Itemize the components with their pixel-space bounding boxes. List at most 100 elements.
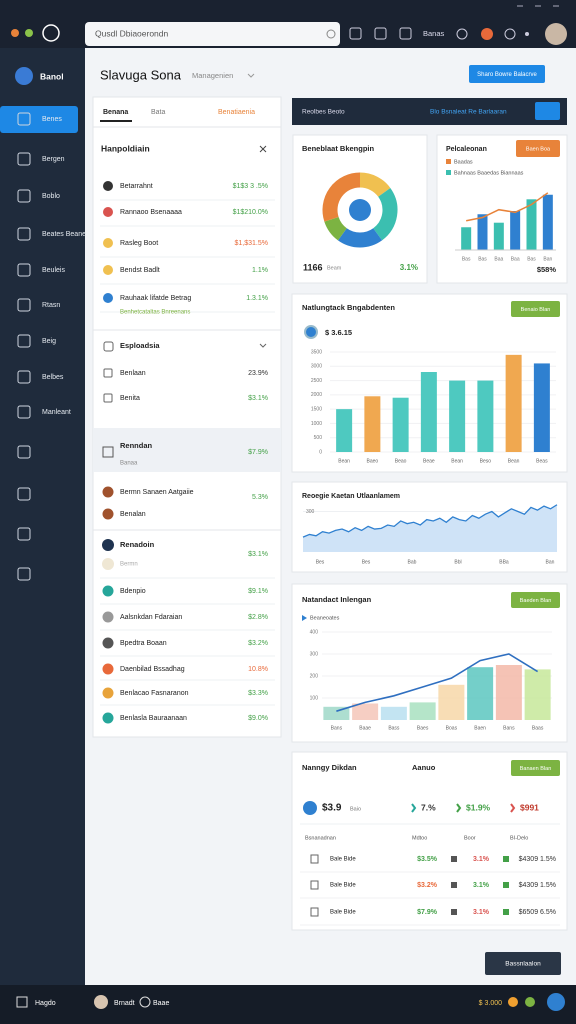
nav-item[interactable]: Beig [42, 338, 56, 345]
table-header: Mdtoo [412, 835, 427, 841]
menu-icon [525, 32, 529, 36]
nav-item[interactable]: Beates Beane [42, 231, 86, 238]
x-tick-label: Bean [338, 458, 350, 464]
toolbar-icon[interactable] [399, 27, 412, 40]
item-icon [102, 687, 114, 699]
label: 3.1% [400, 263, 418, 272]
window-dot [25, 29, 33, 37]
metric: $ 3.6.15 [325, 328, 352, 337]
tab[interactable]: Benatiaenia [218, 109, 255, 116]
item-label: Benlaan [120, 370, 146, 377]
x-tick-label: BBa [499, 559, 509, 565]
item-label: Daenbilad Bssadhag [120, 666, 185, 673]
item-icon [102, 446, 114, 458]
item-label: Bpedtra Boaan [120, 640, 167, 647]
x-tick-label: Baes [417, 725, 429, 731]
x-tick-label: Beas [536, 458, 548, 464]
button[interactable] [511, 592, 560, 608]
table-cell: 3.1% [473, 909, 490, 916]
link[interactable]: Blo Bsnaleat Re Barlaaran [430, 109, 507, 116]
bar [323, 706, 350, 720]
nav-icon [17, 112, 31, 126]
bar [505, 354, 522, 452]
balance: $ 3.000 [479, 1000, 502, 1007]
bar [449, 380, 466, 452]
chevron [259, 343, 267, 348]
stat-icon [411, 803, 417, 813]
button[interactable] [516, 140, 560, 157]
toolbar-icon[interactable] [349, 27, 362, 40]
button[interactable] [485, 952, 561, 975]
nav-icon [17, 370, 31, 384]
item-value: $2.8% [248, 614, 268, 621]
status-icon [525, 997, 535, 1007]
label: Reolbes Beoto [302, 109, 345, 116]
status-icon [139, 996, 151, 1008]
button[interactable] [511, 301, 560, 317]
nav-item[interactable]: Manleant [42, 409, 71, 416]
x-tick-label: Baae [359, 725, 371, 731]
row-icon [310, 880, 319, 890]
item-icon [102, 585, 114, 597]
dropdown[interactable]: Managenien [192, 71, 233, 80]
button[interactable] [511, 760, 560, 776]
app-icon [16, 996, 28, 1008]
item-icon [103, 393, 113, 403]
nav-item[interactable]: Boblo [42, 193, 60, 200]
tab[interactable]: Benana [103, 109, 128, 116]
nav-icon[interactable] [17, 567, 31, 581]
y-tick-label: 100 [310, 695, 319, 701]
stat-icon [456, 803, 462, 813]
nav-item[interactable]: Rtasn [42, 302, 60, 309]
item-label: Benlasla Bauraanaan [120, 715, 187, 722]
item-value: 10.8% [248, 666, 268, 673]
table-cell: 3.1% [473, 856, 490, 863]
y-tick-label: 2500 [311, 378, 322, 384]
area [303, 504, 557, 552]
item-icon [102, 611, 114, 623]
row-icon [451, 882, 457, 888]
metric-icon [303, 801, 317, 815]
button[interactable] [535, 102, 560, 120]
x-tick-label: Bas [527, 256, 536, 262]
nav-icon[interactable] [17, 487, 31, 501]
section-icon [103, 341, 114, 352]
legend-marker [302, 615, 307, 621]
nav-item[interactable]: Belbes [42, 374, 64, 381]
bar [493, 222, 504, 250]
y-tick-label: 300 [306, 509, 315, 515]
item-value: $1,$31.5% [235, 240, 268, 247]
label: Aanuo [412, 763, 436, 772]
nav-item[interactable]: Beuleis [42, 267, 65, 274]
y-tick-label: 0 [319, 449, 322, 455]
button-label: Baeden Blan [520, 598, 552, 604]
nav-item[interactable]: Benes [42, 116, 62, 123]
bar [352, 703, 379, 720]
table-header: Boor [464, 835, 476, 841]
table-cell: $7.9% [417, 909, 438, 916]
nav-item[interactable]: Bergen [42, 156, 65, 163]
label: Hagdo [35, 1000, 56, 1007]
line [302, 504, 558, 538]
nav-icon[interactable] [17, 527, 31, 541]
item-value: $3.3% [248, 690, 268, 697]
nav-icon[interactable] [17, 445, 31, 459]
item-label: Rauhaak lifatde Betrag [120, 295, 191, 302]
item-label: Bermn Sanaen Aatgaiie [120, 489, 194, 496]
tab[interactable]: Bata [151, 109, 166, 116]
item-icon [102, 663, 114, 675]
button[interactable] [469, 65, 545, 83]
line [466, 192, 549, 222]
row-icon [310, 854, 319, 864]
toolbar-icon[interactable] [374, 27, 387, 40]
search-box[interactable] [85, 22, 340, 46]
bar [524, 669, 551, 720]
y-tick-label: 2000 [311, 392, 322, 398]
bar [364, 396, 381, 452]
x-tick-label: Bean [451, 458, 463, 464]
item-icon [103, 368, 113, 378]
button-label: Baen Boa [526, 146, 551, 152]
window-dot [11, 29, 19, 37]
